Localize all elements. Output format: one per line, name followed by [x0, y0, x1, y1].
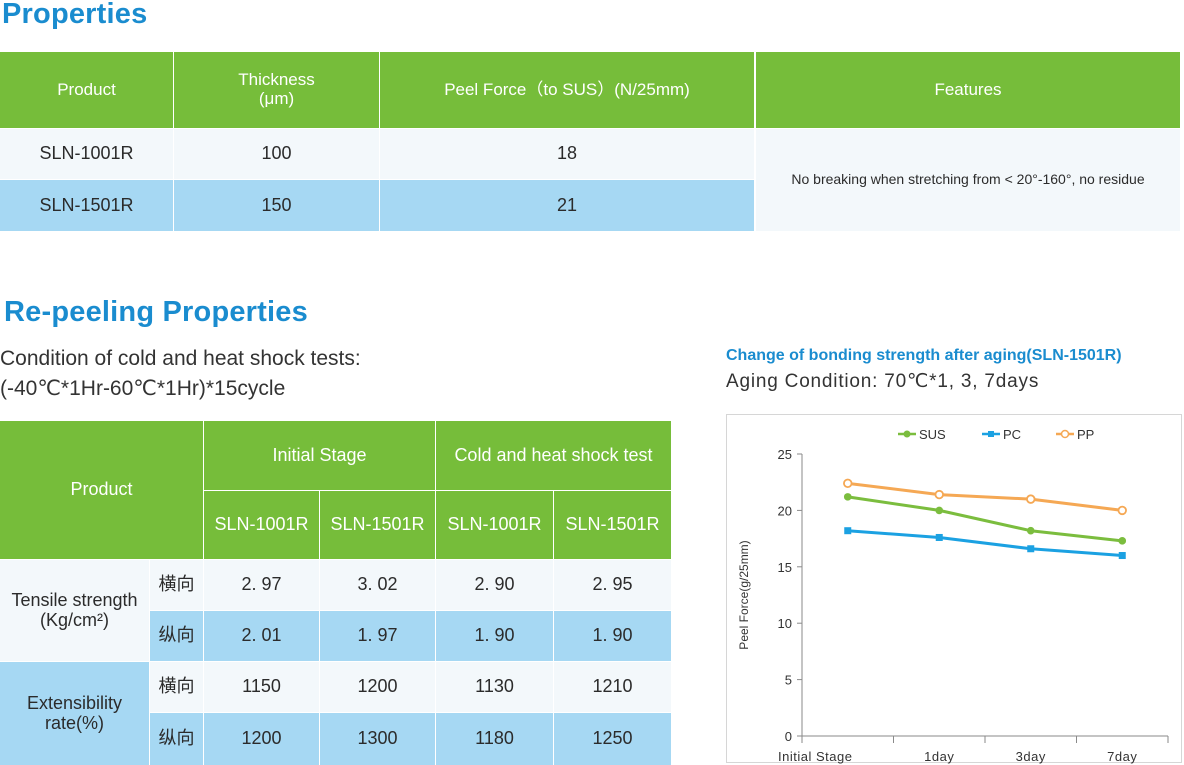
data-point-pp — [843, 478, 853, 489]
table-row-thickness: 150 — [174, 180, 379, 231]
table-row-product: SLN-1001R — [0, 129, 173, 179]
legend-marker-pc — [988, 431, 994, 437]
x-tick-label: 1day — [924, 749, 954, 764]
table-cell: 2. 97 — [204, 560, 319, 610]
data-point-pc — [1118, 552, 1126, 560]
table-cell: 2. 90 — [436, 560, 553, 610]
y-tick-label: 25 — [778, 447, 792, 462]
table-row-product: SLN-1501R — [0, 180, 173, 231]
header-initial-stage: Initial Stage — [204, 421, 435, 490]
repeeling-title: Re-peeling Properties — [4, 296, 308, 328]
table-cell: 1200 — [204, 713, 319, 765]
features-text: No breaking when stretching from < 20°-1… — [756, 129, 1180, 231]
y-axis-label: Peel Force(g/25mm) — [737, 540, 751, 649]
group-label-extensibility: Extensibility rate(%) — [0, 662, 149, 765]
direction-label: 纵向 — [150, 713, 203, 765]
properties-title: Properties — [2, 0, 148, 30]
table-cell: 1210 — [554, 662, 671, 712]
data-point-sus — [1026, 526, 1035, 535]
table-cell: 3. 02 — [320, 560, 435, 610]
x-tick-label: Initial Stage — [778, 749, 852, 764]
data-point-pc — [844, 527, 852, 535]
data-point-pc — [935, 533, 943, 541]
data-point-pp — [934, 489, 944, 500]
table-cell: 1180 — [436, 713, 553, 765]
y-tick-label: 0 — [785, 729, 792, 744]
table-cell: 1. 90 — [554, 611, 671, 661]
header-product: Product — [0, 52, 173, 128]
table-cell: 1130 — [436, 662, 553, 712]
table-row-peel: 21 — [380, 180, 754, 231]
table-cell: 1300 — [320, 713, 435, 765]
header-shock-test: Cold and heat shock test — [436, 421, 671, 490]
header-features: Features — [756, 52, 1180, 128]
direction-label: 横向 — [150, 662, 203, 712]
table-cell: 2. 95 — [554, 560, 671, 610]
legend-marker-pp — [1060, 429, 1070, 439]
subheader-product: SLN-1001R — [204, 491, 319, 559]
direction-label: 横向 — [150, 560, 203, 610]
series-line-pp — [847, 481, 1123, 512]
y-tick-label: 5 — [785, 673, 792, 688]
subheader-product: SLN-1501R — [320, 491, 435, 559]
table-cell: 1. 90 — [436, 611, 553, 661]
data-point-pc — [1027, 545, 1035, 553]
legend-label-sus: SUS — [919, 427, 946, 442]
table-cell: 1200 — [320, 662, 435, 712]
direction-label: 纵向 — [150, 611, 203, 661]
legend-marker-sus — [903, 430, 911, 438]
chart-frame — [726, 414, 1182, 763]
condition-line-1: Condition of cold and heat shock tests: — [0, 347, 361, 370]
group-label-tensile: Tensile strength (Kg/cm²) — [0, 560, 149, 661]
data-point-sus — [1118, 537, 1127, 545]
y-tick-label: 20 — [778, 503, 792, 518]
y-tick-label: 10 — [778, 616, 792, 631]
x-tick-label: 3day — [1016, 749, 1046, 764]
legend-label-pc: PC — [1003, 427, 1021, 442]
table-row-thickness: 100 — [174, 129, 379, 179]
header-thickness: Thickness (μm) — [174, 52, 379, 128]
table-row-peel: 18 — [380, 129, 754, 179]
header-peel-force: Peel Force（to SUS）(N/25mm) — [380, 52, 754, 128]
table-cell: 2. 01 — [204, 611, 319, 661]
x-tick-label: 7day — [1107, 749, 1137, 764]
table-cell: 1. 97 — [320, 611, 435, 661]
legend-label-pp: PP — [1077, 427, 1094, 442]
series-line-sus — [847, 495, 1123, 543]
chart-title: Change of bonding strength after aging(S… — [726, 347, 1122, 364]
chart-subtitle: Aging Condition: 70℃*1, 3, 7days — [726, 371, 1040, 392]
data-point-sus — [935, 506, 944, 515]
header-product: Product — [0, 421, 203, 559]
subheader-product: SLN-1501R — [554, 491, 671, 559]
subheader-product: SLN-1001R — [436, 491, 553, 559]
table-cell: 1150 — [204, 662, 319, 712]
y-tick-label: 15 — [778, 560, 792, 575]
series-line-pc — [847, 529, 1123, 558]
aging-line-chart: 0 5 10 15 20 25 Initial Stage 1day 3day 7day Peel … — [737, 427, 1169, 764]
data-point-sus — [843, 493, 852, 501]
data-point-pp — [1026, 494, 1036, 504]
table-cell: 1250 — [554, 713, 671, 765]
data-point-pp — [1117, 505, 1127, 516]
condition-line-2: (-40℃*1Hr-60℃*1Hr)*15cycle — [0, 377, 286, 400]
